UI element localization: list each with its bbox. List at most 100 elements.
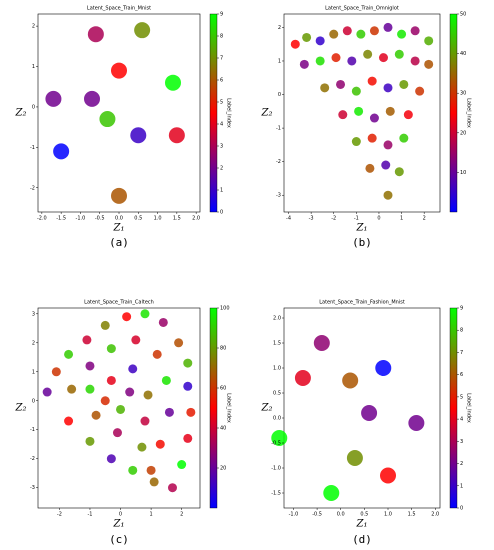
colorbar-tick-label: 100 <box>220 306 230 312</box>
cluster-point <box>51 367 61 377</box>
cluster-point <box>397 29 407 39</box>
colorbar-tick-label: 2 <box>220 166 223 172</box>
y-axis-label: Z₂ <box>15 108 27 119</box>
cluster-point <box>112 428 122 438</box>
cluster-point <box>394 167 404 177</box>
cluster-point <box>116 404 126 414</box>
cluster-point <box>111 62 127 79</box>
cluster-point <box>336 79 346 89</box>
cluster-point <box>168 127 185 144</box>
cluster-point <box>424 36 434 46</box>
cluster-point <box>383 83 393 93</box>
plot-frame <box>37 307 201 509</box>
x-tick-label: 1.5 <box>173 216 181 222</box>
x-tick-label: 1.0 <box>154 216 162 222</box>
cluster-point <box>361 405 378 421</box>
cluster-point <box>331 53 341 63</box>
y-tick-label: -1 <box>276 126 281 132</box>
colorbar <box>449 13 458 213</box>
cluster-point <box>375 360 392 376</box>
y-axis-label: Z₂ <box>261 108 273 119</box>
cluster-point <box>167 483 177 493</box>
cluster-point <box>87 26 104 43</box>
x-tick-label: 2.0 <box>192 216 200 222</box>
colorbar-tick-label: 6 <box>460 372 463 378</box>
cluster-point <box>424 59 434 69</box>
colorbar-tick-label: 5 <box>220 100 223 106</box>
y-tick-label: 0 <box>278 92 281 98</box>
x-axis-label: Z₁ <box>356 223 368 234</box>
cluster-point <box>378 53 388 63</box>
colorbar-tick-label: 0 <box>220 210 223 216</box>
cluster-point <box>323 485 340 501</box>
chart-title: Latent_Space_Train_Caltech <box>84 300 154 306</box>
cluster-point <box>155 439 165 449</box>
y-axis-label: Z₂ <box>15 403 27 414</box>
cluster-point <box>271 430 288 446</box>
cluster-point <box>45 90 62 107</box>
colorbar-tick-label: 9 <box>220 12 223 18</box>
colorbar-tick-label: 7 <box>220 56 223 62</box>
y-tick-label: -2 <box>30 456 35 462</box>
cluster-point <box>347 56 357 66</box>
cluster-point <box>85 436 95 446</box>
y-tick-label: -1 <box>30 427 35 433</box>
cluster-point <box>363 49 373 59</box>
colorbar-tick-label: 6 <box>220 78 223 84</box>
cluster-point <box>100 320 110 330</box>
x-tick-label: -1.5 <box>56 216 66 222</box>
x-tick-label: -1 <box>354 216 359 222</box>
chart-title: Latent_Space_Train_Fashion_Mnist <box>319 300 405 306</box>
cluster-point <box>342 372 359 389</box>
colorbar-tick-label: 20 <box>460 130 466 136</box>
cluster-point <box>152 349 162 359</box>
cluster-point <box>346 450 363 466</box>
cluster-point <box>164 407 174 417</box>
colorbar-tick-label: 3 <box>460 439 463 445</box>
cluster-point <box>140 416 150 426</box>
cluster-point <box>342 26 352 36</box>
chart-title: Latent_Space_Train_Omniglot <box>325 6 399 12</box>
x-tick-label: -2 <box>57 512 62 518</box>
cluster-point <box>313 335 330 351</box>
x-axis-label: Z₁ <box>113 519 125 530</box>
colorbar-tick-label: 80 <box>220 346 226 352</box>
cluster-point <box>399 133 409 143</box>
cluster-point <box>369 26 379 36</box>
colorbar-tick-label: 60 <box>220 386 226 392</box>
chart-title: Latent_Space_Train_Mnist <box>87 6 151 12</box>
cluster-point <box>385 106 395 116</box>
colorbar-tick-label: 1 <box>460 483 463 489</box>
caption: (b) <box>352 236 372 249</box>
cluster-point <box>99 111 116 128</box>
caption: (c) <box>109 533 129 546</box>
cluster-point <box>183 381 193 391</box>
cluster-point <box>67 384 77 394</box>
cluster-point <box>338 110 348 120</box>
cluster-point <box>365 163 375 173</box>
colorbar-tick-label: 10 <box>460 170 466 176</box>
cluster-point <box>125 387 135 397</box>
cluster-point <box>130 127 147 144</box>
y-tick-label: -2 <box>276 159 281 165</box>
cluster-point <box>165 74 181 91</box>
x-tick-label: -3 <box>309 216 314 222</box>
plot-frame <box>37 13 201 213</box>
colorbar-label: Label_Index <box>226 98 232 128</box>
x-axis-label: Z₁ <box>356 519 368 530</box>
cluster-point <box>106 375 116 385</box>
cluster-point <box>84 90 100 107</box>
cluster-point <box>351 86 361 96</box>
y-tick-label: -3 <box>276 193 281 199</box>
y-tick-label: 2 <box>278 25 281 31</box>
cluster-point <box>137 442 147 452</box>
cluster-point <box>82 335 92 345</box>
colorbar-label: Label_Index <box>466 393 472 423</box>
cluster-point <box>106 454 116 464</box>
x-tick-label: 0 <box>119 512 122 518</box>
cluster-point <box>106 344 116 354</box>
x-tick-label: -1 <box>87 512 92 518</box>
x-axis-label: Z₁ <box>113 223 125 234</box>
y-tick-label: -3 <box>30 485 35 491</box>
cluster-point <box>383 22 393 32</box>
